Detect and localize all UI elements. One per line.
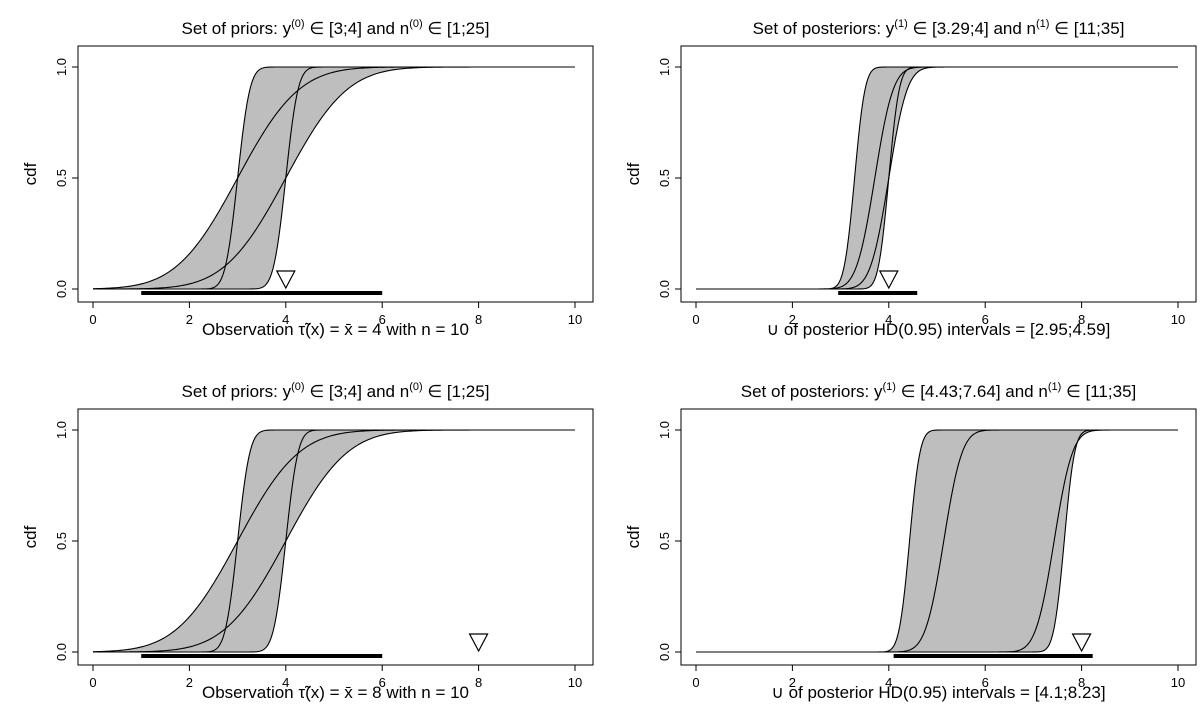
x-tick-label: 2 bbox=[789, 675, 796, 690]
title-superscript: (1) bbox=[882, 381, 895, 393]
title-superscript: (1) bbox=[894, 18, 907, 30]
bottom-caption: ∪ of posterior HD(0.95) intervals = [4.1… bbox=[771, 683, 1105, 702]
x-tick-label: 2 bbox=[186, 312, 193, 327]
observation-marker bbox=[275, 270, 296, 290]
cdf-set-band bbox=[696, 67, 1178, 289]
x-tick-label: 2 bbox=[186, 675, 193, 690]
bottom-caption: Observation τ̃(x) = x̄ = 4 with n = 10 bbox=[202, 320, 469, 339]
x-tick-label: 4 bbox=[885, 675, 892, 690]
x-tick-label: 10 bbox=[1171, 312, 1185, 327]
x-tick-label: 8 bbox=[475, 675, 482, 690]
title-part: ∈ [11;35] bbox=[1049, 19, 1124, 38]
cdf-curve-2 bbox=[696, 66, 1178, 290]
y-axis-label: cdf bbox=[624, 162, 643, 185]
title-part: Set of priors: y bbox=[182, 19, 292, 38]
y-tick-label: 0.0 bbox=[54, 643, 69, 661]
y-tick-label: 1.0 bbox=[54, 58, 69, 76]
y-tick-label: 0.5 bbox=[657, 169, 672, 187]
y-tick-label: 0.0 bbox=[657, 643, 672, 661]
y-axis-label: cdf bbox=[624, 525, 643, 548]
x-tick-label: 2 bbox=[789, 312, 796, 327]
y-tick-label: 0.0 bbox=[54, 280, 69, 298]
title-part: ∈ [1;25] bbox=[423, 19, 490, 38]
panel-title: Set of priors: y(0) ∈ [3;4] and n(0) ∈ [… bbox=[182, 381, 490, 401]
title-superscript: (0) bbox=[409, 381, 422, 393]
title-part: ∈ [3;4] and n bbox=[305, 19, 410, 38]
x-tick-label: 4 bbox=[282, 312, 289, 327]
title-part: ∈ [3;4] and n bbox=[305, 382, 410, 401]
x-tick-label: 10 bbox=[568, 675, 582, 690]
y-tick-label: 0.0 bbox=[657, 280, 672, 298]
x-tick-label: 10 bbox=[1171, 675, 1185, 690]
x-tick-label: 8 bbox=[475, 312, 482, 327]
x-tick-label: 6 bbox=[379, 312, 386, 327]
bottom-caption: Observation τ̃(x) = x̄ = 8 with n = 10 bbox=[202, 683, 469, 702]
title-part: ∈ [1;25] bbox=[423, 382, 490, 401]
y-tick-label: 0.5 bbox=[657, 532, 672, 550]
cdf-set-band bbox=[696, 430, 1178, 652]
y-tick-label: 0.5 bbox=[54, 532, 69, 550]
title-part: Set of posteriors: y bbox=[753, 19, 895, 38]
title-part: ∈ [4.43;7.64] and n bbox=[896, 382, 1048, 401]
cdf-curve-4 bbox=[93, 66, 575, 290]
title-part: ∈ [3.29;4] and n bbox=[908, 19, 1036, 38]
cdf-curve-4 bbox=[696, 429, 1178, 653]
y-axis-label: cdf bbox=[21, 162, 40, 185]
title-superscript: (0) bbox=[291, 381, 304, 393]
x-tick-label: 0 bbox=[89, 675, 96, 690]
title-part: Set of posteriors: y bbox=[741, 382, 883, 401]
x-tick-label: 6 bbox=[982, 312, 989, 327]
cdf-curve-4 bbox=[93, 429, 575, 653]
y-tick-label: 1.0 bbox=[54, 421, 69, 439]
y-axis-label: cdf bbox=[21, 525, 40, 548]
x-tick-label: 8 bbox=[1078, 675, 1085, 690]
cdf-curve-1 bbox=[696, 66, 1178, 290]
y-tick-label: 1.0 bbox=[657, 58, 672, 76]
x-tick-label: 0 bbox=[692, 312, 699, 327]
panel-title: Set of priors: y(0) ∈ [3;4] and n(0) ∈ [… bbox=[182, 18, 490, 38]
x-tick-label: 0 bbox=[692, 675, 699, 690]
cdf-set-band bbox=[93, 67, 575, 289]
title-part: Set of priors: y bbox=[182, 382, 292, 401]
x-tick-label: 0 bbox=[89, 312, 96, 327]
cdf-set-band bbox=[93, 430, 575, 652]
title-superscript: (1) bbox=[1036, 18, 1049, 30]
x-tick-label: 4 bbox=[885, 312, 892, 327]
observation-marker bbox=[468, 633, 489, 653]
cdf-curve-3 bbox=[696, 66, 1178, 290]
plot-frame bbox=[680, 45, 1197, 303]
panel-title: Set of posteriors: y(1) ∈ [4.43;7.64] an… bbox=[741, 381, 1137, 401]
cdf-curve-4 bbox=[696, 66, 1178, 290]
title-part: ∈ [11;35] bbox=[1061, 382, 1136, 401]
bottom-caption: ∪ of posterior HD(0.95) intervals = [2.9… bbox=[767, 320, 1111, 339]
y-tick-label: 1.0 bbox=[657, 421, 672, 439]
panel-title: Set of posteriors: y(1) ∈ [3.29;4] and n… bbox=[753, 18, 1125, 38]
x-tick-label: 4 bbox=[282, 675, 289, 690]
y-tick-label: 0.5 bbox=[54, 169, 69, 187]
title-superscript: (0) bbox=[409, 18, 422, 30]
title-superscript: (1) bbox=[1048, 381, 1061, 393]
x-tick-label: 8 bbox=[1078, 312, 1085, 327]
title-superscript: (0) bbox=[291, 18, 304, 30]
x-tick-label: 10 bbox=[568, 312, 582, 327]
observation-marker bbox=[1071, 633, 1092, 653]
observation-marker bbox=[878, 270, 899, 290]
x-tick-label: 6 bbox=[982, 675, 989, 690]
x-tick-label: 6 bbox=[379, 675, 386, 690]
